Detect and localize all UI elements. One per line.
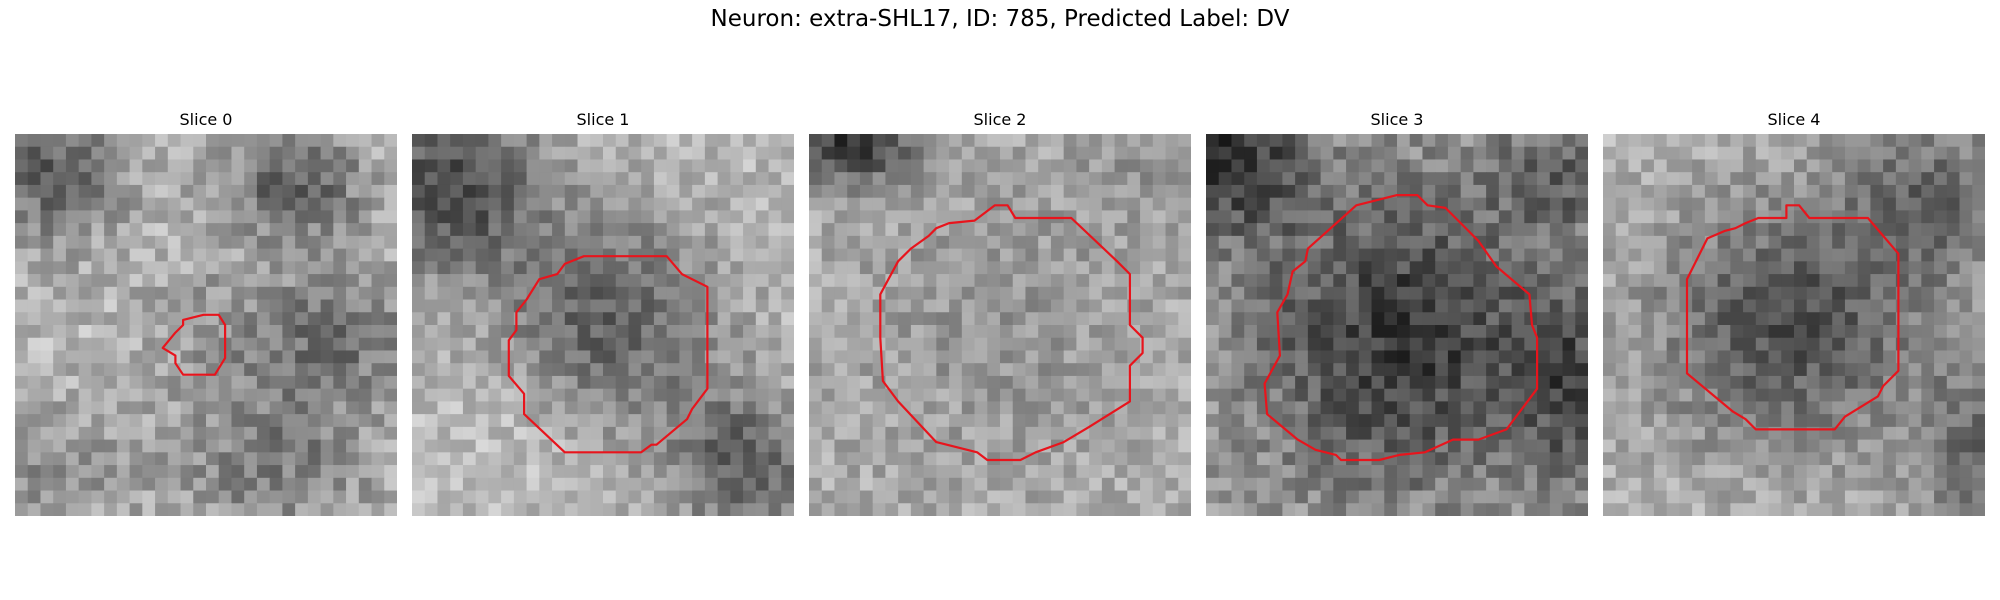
cell-contour — [161, 313, 227, 376]
slice-image — [809, 134, 1191, 516]
pixel-grid — [809, 134, 1191, 516]
pixel-grid — [412, 134, 794, 516]
slice-image — [412, 134, 794, 516]
cell-contour — [1685, 204, 1900, 431]
slice-title: Slice 3 — [1370, 110, 1424, 129]
slice-title: Slice 1 — [576, 110, 630, 129]
slice-title: Slice 2 — [973, 110, 1027, 129]
pixel-grid — [1603, 134, 1985, 516]
slice-title: Slice 0 — [179, 110, 233, 129]
slice-title: Slice 4 — [1767, 110, 1821, 129]
pixel-grid — [1206, 134, 1588, 516]
cell-contour — [1263, 193, 1539, 462]
slice-image — [15, 134, 397, 516]
cell-contour — [879, 204, 1144, 462]
cell-contour — [507, 255, 709, 454]
pixel-grid — [15, 134, 397, 516]
figure-title: Neuron: extra-SHL17, ID: 785, Predicted … — [710, 6, 1290, 32]
slice-image — [1603, 134, 1985, 516]
slice-image — [1206, 134, 1588, 516]
